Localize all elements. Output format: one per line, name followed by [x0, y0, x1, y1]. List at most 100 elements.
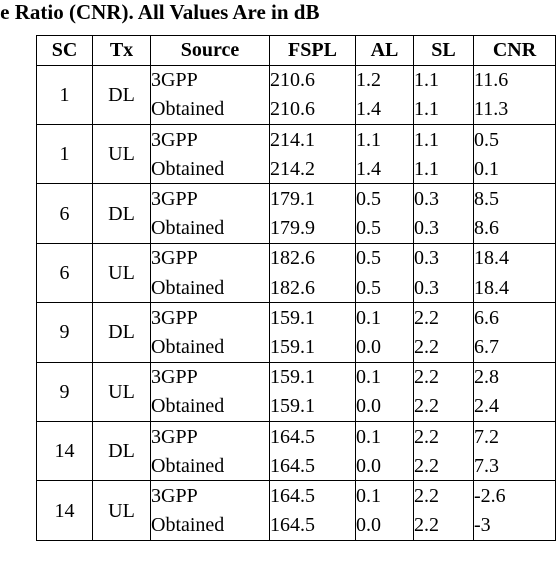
cell-source: 3GPP [150, 480, 270, 511]
cell-sl: 0.3 [413, 213, 474, 244]
cell-source: Obtained [150, 94, 270, 126]
cell-fspl: 182.6 [269, 242, 356, 273]
cell-fspl: 179.9 [269, 213, 356, 244]
table-row: 14 DL 3GPP 164.5 0.1 2.2 7.2 [36, 420, 556, 482]
cell-source: 3GPP [150, 361, 270, 392]
cell-al: 0.1 [355, 361, 414, 392]
table-row: Obtained 210.6 1.4 1.1 11.3 [37, 94, 556, 126]
cell-cnr: -3 [473, 510, 556, 541]
cell-sl: 2.2 [413, 302, 474, 333]
cell-sc: 14 [36, 420, 93, 482]
table-row: Obtained 182.6 0.5 0.3 18.4 [37, 273, 556, 304]
cell-fspl: 159.1 [269, 391, 356, 422]
cell-fspl: 210.6 [269, 94, 356, 126]
cell-cnr: 0.5 [473, 124, 556, 155]
cell-sl: 2.2 [413, 510, 474, 541]
cell-tx: UL [92, 480, 151, 541]
cell-sl: 2.2 [413, 451, 474, 482]
cell-al: 0.5 [355, 242, 414, 273]
cell-cnr: 8.5 [473, 183, 556, 214]
cell-sl: 1.1 [413, 94, 474, 126]
cell-tx: DL [92, 302, 151, 363]
cell-fspl: 179.1 [269, 183, 356, 214]
table-row: 9 DL 3GPP 159.1 0.1 2.2 6.6 [36, 302, 556, 363]
cell-sc: 14 [36, 480, 93, 541]
cell-source: 3GPP [150, 124, 270, 155]
header-sc: SC [36, 35, 93, 66]
table-row: 1 UL 3GPP 214.1 1.1 1.1 0.5 [36, 124, 556, 185]
cell-sl: 2.2 [413, 480, 474, 511]
header-cnr: CNR [473, 35, 556, 66]
cell-source: 3GPP [150, 183, 270, 214]
cell-al: 0.1 [355, 302, 414, 333]
table-body: 1 DL 3GPP 210.6 1.2 1.1 11.6 Obtained 210.6 1.4 1.… [36, 64, 556, 541]
cell-fspl: 159.1 [269, 302, 356, 333]
cell-fspl: 164.5 [269, 451, 356, 482]
table-row: Obtained 164.5 0.0 2.2 -3 [37, 510, 556, 541]
table-row: 6 UL 3GPP 182.6 0.5 0.3 18.4 [36, 242, 556, 304]
cell-sc: 6 [36, 242, 93, 304]
table-caption: se Ratio (CNR). All Values Are in dB [0, 0, 320, 24]
cell-fspl: 210.6 [269, 64, 356, 95]
header-tx: Tx [92, 35, 151, 66]
cell-al: 0.5 [355, 213, 414, 244]
cell-tx: UL [92, 361, 151, 422]
results-table: SC Tx Source FSPL AL SL CNR 1 DL 3GPP 210.6… [36, 35, 556, 541]
cell-al: 0.0 [355, 332, 414, 363]
table-row: 9 UL 3GPP 159.1 0.1 2.2 2.8 [36, 361, 556, 422]
cell-fspl: 159.1 [269, 332, 356, 363]
cell-cnr: 11.3 [473, 94, 556, 126]
cell-fspl: 182.6 [269, 273, 356, 304]
cell-source: Obtained [150, 154, 270, 185]
cell-sl: 0.3 [413, 242, 474, 273]
cell-source: 3GPP [150, 64, 270, 95]
table-row: Obtained 179.9 0.5 0.3 8.6 [37, 213, 556, 244]
cell-sl: 2.2 [413, 420, 474, 452]
cell-sl: 2.2 [413, 332, 474, 363]
table-row: Obtained 164.5 0.0 2.2 7.3 [37, 451, 556, 482]
cell-sl: 1.1 [413, 154, 474, 185]
cell-cnr: 7.2 [473, 420, 556, 452]
cell-source: Obtained [150, 510, 270, 541]
table-row: 1 DL 3GPP 210.6 1.2 1.1 11.6 [36, 64, 556, 126]
cell-cnr: 18.4 [473, 242, 556, 273]
header-fspl: FSPL [269, 35, 356, 66]
cell-al: 0.5 [355, 183, 414, 214]
cell-fspl: 164.5 [269, 480, 356, 511]
cell-cnr: 6.7 [473, 332, 556, 363]
cell-tx: UL [92, 124, 151, 185]
cell-source: 3GPP [150, 242, 270, 273]
cell-tx: UL [92, 242, 151, 304]
table-row: Obtained 214.2 1.4 1.1 0.1 [37, 154, 556, 185]
cell-sl: 2.2 [413, 361, 474, 392]
cell-al: 0.1 [355, 420, 414, 452]
table-row: 14 UL 3GPP 164.5 0.1 2.2 -2.6 [36, 480, 556, 541]
cell-source: Obtained [150, 332, 270, 363]
cell-al: 0.0 [355, 451, 414, 482]
cell-al: 1.4 [355, 94, 414, 126]
cell-cnr: 8.6 [473, 213, 556, 244]
cell-al: 0.1 [355, 480, 414, 511]
cell-tx: DL [92, 420, 151, 482]
cell-source: Obtained [150, 391, 270, 422]
header-sl: SL [413, 35, 474, 66]
cell-al: 0.0 [355, 391, 414, 422]
table-row: 6 DL 3GPP 179.1 0.5 0.3 8.5 [36, 183, 556, 244]
cell-al: 1.4 [355, 154, 414, 185]
cell-cnr: -2.6 [473, 480, 556, 511]
cell-cnr: 2.8 [473, 361, 556, 392]
cell-source: 3GPP [150, 420, 270, 452]
cell-sc: 1 [36, 64, 93, 126]
cell-cnr: 0.1 [473, 154, 556, 185]
cell-sl: 2.2 [413, 391, 474, 422]
cell-fspl: 159.1 [269, 361, 356, 392]
cell-al: 1.1 [355, 124, 414, 155]
cell-tx: DL [92, 183, 151, 244]
cell-sc: 9 [36, 361, 93, 422]
cell-fspl: 164.5 [269, 420, 356, 452]
cell-source: 3GPP [150, 302, 270, 333]
cell-sc: 9 [36, 302, 93, 363]
cell-fspl: 214.2 [269, 154, 356, 185]
cell-source: Obtained [150, 451, 270, 482]
cell-al: 1.2 [355, 64, 414, 95]
